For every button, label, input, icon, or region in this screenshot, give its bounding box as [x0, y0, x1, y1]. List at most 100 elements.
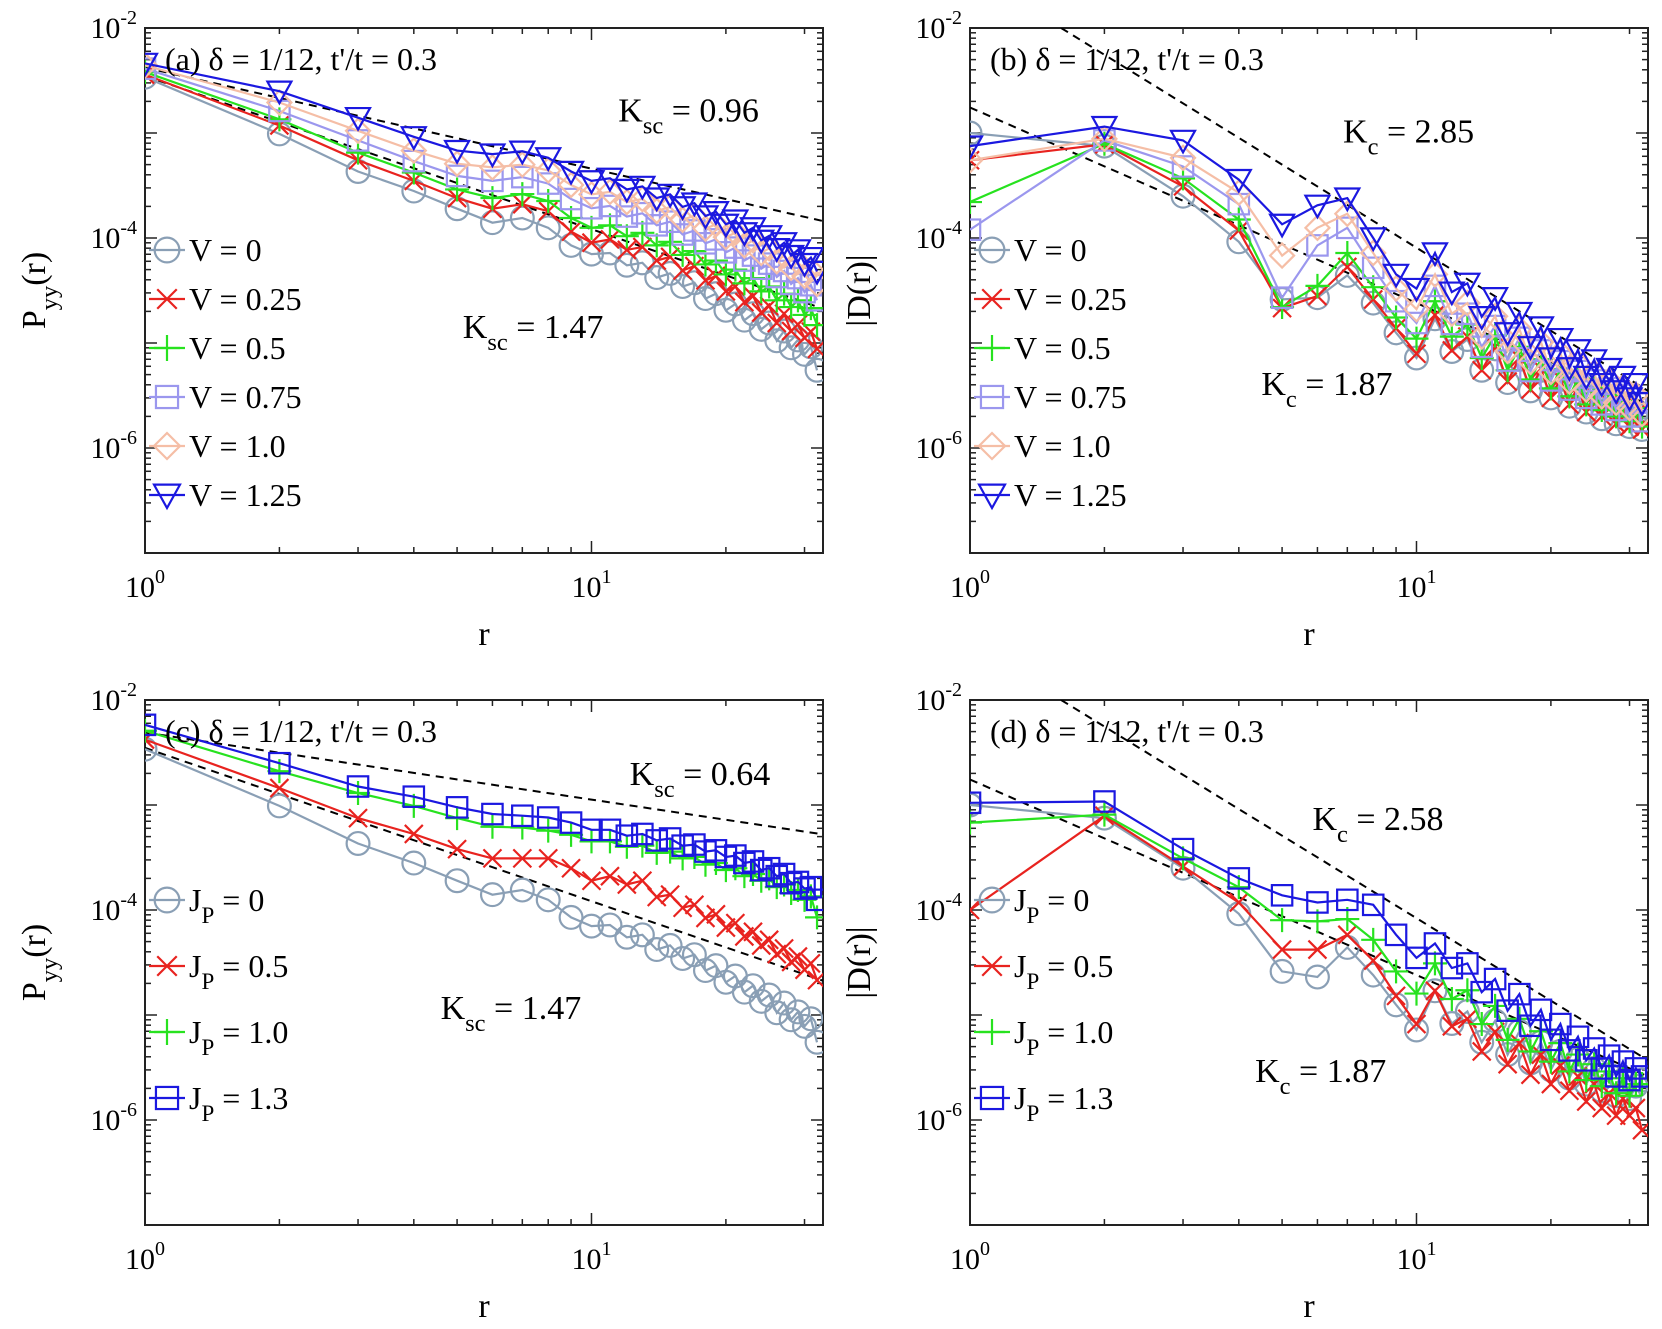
y-tick-exp: -6: [945, 1099, 962, 1121]
data-point: [629, 922, 655, 948]
y-tick-base: 10: [915, 222, 945, 255]
data-point: [671, 223, 694, 246]
series: [970, 790, 1648, 1092]
y-axis-label-rest: (r): [16, 924, 53, 958]
legend-label-rest: = 1.0: [212, 428, 286, 464]
fit-annotation: Kc = 2.85: [1343, 114, 1474, 161]
y-tick-label: 10-4: [915, 889, 962, 927]
data-point: [645, 829, 669, 852]
data-point: [482, 848, 503, 869]
y-axis-label-main: P: [16, 310, 53, 329]
legend-label-main: J: [1014, 1014, 1026, 1050]
x-tick-exp: 1: [601, 566, 611, 588]
data-point: [805, 289, 823, 312]
data-point: [268, 99, 291, 123]
legend-label-rest: = 0.5: [1037, 330, 1111, 366]
legend-marker: [981, 288, 1003, 310]
y-tick-exp: -2: [120, 7, 137, 29]
data-point: [970, 190, 982, 215]
legend-label-rest: = 1.25: [212, 477, 302, 513]
y-tick-label: 10-4: [90, 889, 137, 927]
series-line: [145, 723, 818, 901]
data-point: [716, 281, 736, 302]
data-point: [628, 185, 656, 213]
data-point: [1226, 207, 1251, 232]
legend-marker: [979, 1019, 1005, 1045]
data-point: [771, 990, 797, 1016]
legend-marker: [154, 335, 180, 361]
data-point: [557, 160, 585, 186]
data-point: [1227, 867, 1251, 890]
legend-label-rest: = 0.5: [212, 330, 286, 366]
data-point: [600, 229, 620, 250]
data-point: [614, 924, 640, 950]
data-point: [579, 215, 604, 240]
series: [145, 52, 823, 286]
fit-annotation: Kc = 2.58: [1312, 801, 1443, 848]
legend-label: V = 1.25: [1014, 477, 1127, 513]
legend-label-sub: P: [201, 1034, 214, 1060]
data-point: [656, 183, 684, 209]
data-point: [1405, 311, 1428, 335]
legend: V = 0V = 0.25V = 0.5V = 0.75V = 1.0V = 1…: [149, 232, 302, 513]
data-point: [1576, 1091, 1597, 1112]
data-point: [684, 256, 705, 276]
series-line: [145, 748, 819, 1043]
data-point: [721, 209, 750, 235]
data-point: [1628, 392, 1648, 417]
legend-label-sub: P: [1026, 1100, 1039, 1126]
data-point: [481, 169, 504, 193]
data-point: [1270, 884, 1294, 907]
legend-label-main: V: [189, 379, 212, 415]
data-point: [1591, 1098, 1612, 1118]
fit-annotation-rest: = 1.47: [508, 309, 604, 346]
axes-box: [144, 699, 824, 1226]
data-point: [1618, 1068, 1641, 1092]
data-point: [970, 135, 984, 161]
data-point: [777, 244, 806, 270]
y-tick-label: 10-6: [90, 427, 137, 465]
data-point: [739, 226, 767, 254]
data-point: [559, 822, 584, 847]
data-point: [561, 858, 581, 878]
data-point: [558, 232, 584, 258]
y-tick-base: 10: [915, 432, 945, 465]
x-axis-label: r: [1303, 1288, 1315, 1325]
data-point: [1496, 999, 1519, 1022]
data-point: [792, 302, 817, 327]
data-point: [672, 260, 693, 281]
data-point: [1384, 289, 1408, 313]
legend-label-main: V: [189, 330, 212, 366]
data-point: [680, 192, 709, 218]
data-point: [1406, 343, 1427, 364]
data-point: [792, 1013, 818, 1039]
data-point: [597, 829, 622, 854]
data-point: [577, 170, 606, 196]
data-point: [770, 232, 798, 258]
data-point: [970, 218, 982, 241]
data-point: [1505, 301, 1534, 327]
legend-marker: [156, 288, 178, 310]
data-point: [614, 252, 640, 278]
data-point: [265, 80, 294, 106]
series-line: [970, 803, 1643, 1102]
legend-label-sub: P: [201, 902, 214, 928]
data-point: [1442, 340, 1462, 361]
x-tick-base: 10: [125, 1243, 155, 1276]
data-point: [799, 875, 823, 899]
data-point: [401, 160, 426, 185]
data-point: [778, 335, 804, 361]
data-point: [265, 88, 293, 117]
data-point: [346, 140, 371, 165]
data-point: [478, 143, 507, 169]
data-point: [702, 201, 730, 226]
data-point: [444, 868, 470, 894]
legend-marker: [153, 236, 181, 264]
data-point: [536, 172, 560, 195]
y-tick-exp: -2: [945, 679, 962, 701]
data-point: [658, 827, 682, 850]
y-tick-exp: -2: [945, 7, 962, 29]
y-tick-label: 10-6: [90, 1099, 137, 1137]
data-point: [1307, 939, 1328, 960]
data-point: [145, 64, 155, 85]
